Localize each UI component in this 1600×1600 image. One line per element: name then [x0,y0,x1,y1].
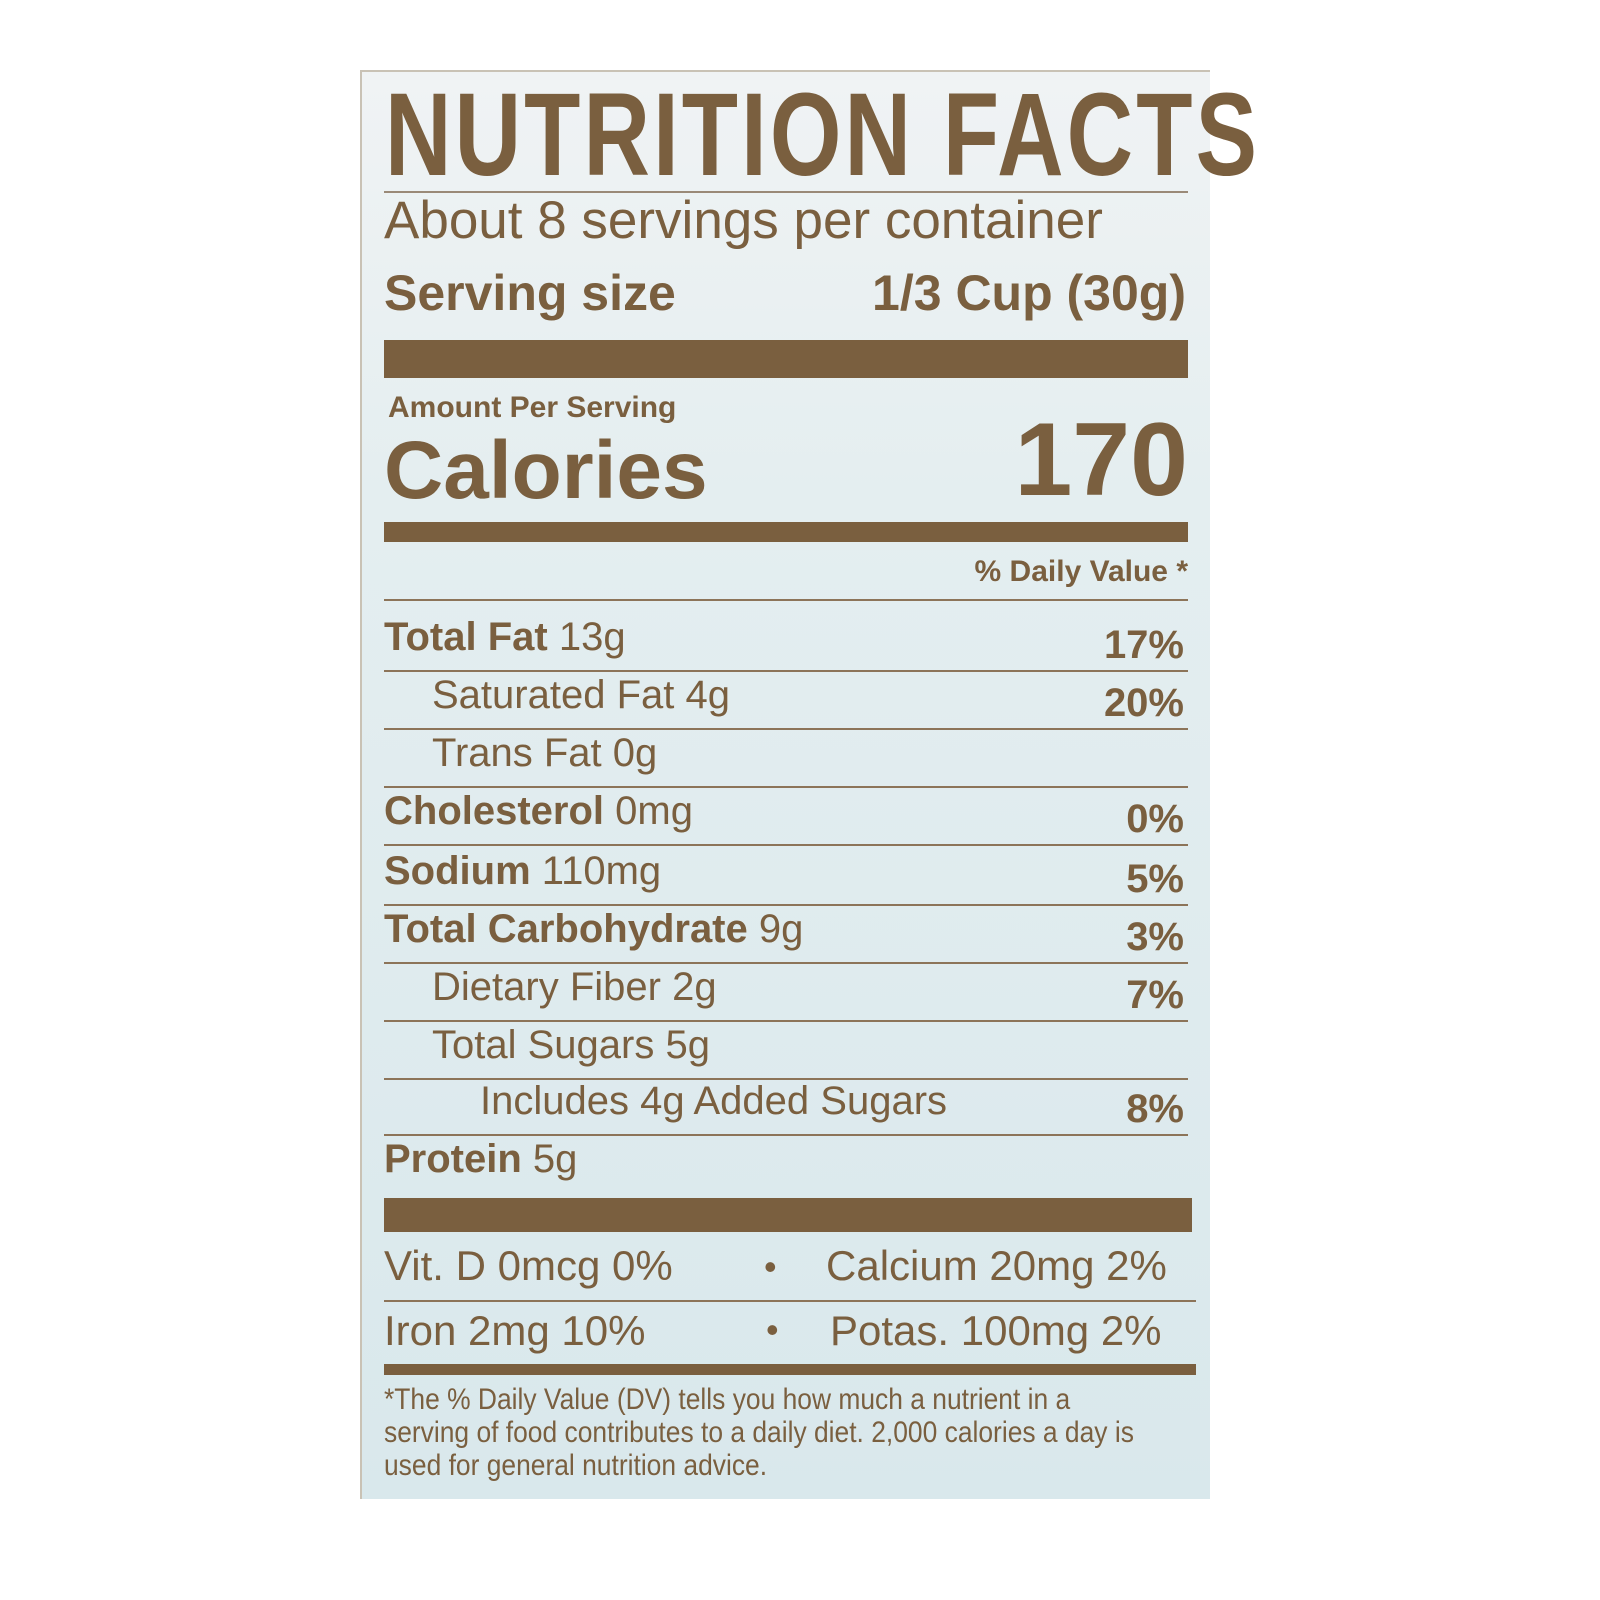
nutrient-name: Dietary Fiber [432,965,661,1009]
nutrient-row-total-carbohydrate: Total Carbohydrate 9g 3% [384,904,1188,964]
nutrient-name: Sodium [384,849,531,893]
footnote: *The % Daily Value (DV) tells you how mu… [384,1383,1134,1482]
nutrient-row-dietary-fiber: Dietary Fiber 2g 7% [384,962,1188,1022]
nutrient-dv: 7% [1126,973,1184,1017]
nutrient-name: Cholesterol [384,789,605,833]
nutrient-amount: 4g [685,673,731,717]
thick-divider [384,340,1188,378]
amount-per-serving: Amount Per Serving [388,391,677,424]
nutrient-amount: 9g [758,907,804,951]
divider [384,191,1188,193]
nutrient-amount: 2g [672,965,717,1009]
nutrient-name: Total Fat [384,615,548,659]
nutrient-amount: 110mg [541,849,662,893]
nutrient-amount: 5g [665,1023,710,1067]
nutrient-amount: 0g [612,731,658,775]
nutrient-dv: 17% [1103,623,1184,667]
medium-divider [384,1364,1196,1375]
nutrient-name: Total Sugars [432,1023,655,1067]
nutrient-row-sodium: Sodium 110mg 5% [384,846,1188,906]
separator-dot: • [766,1309,779,1350]
nutrient-row-total-sugars: Total Sugars 5g [384,1020,1188,1080]
calories-value: 170 [1014,402,1188,518]
nutrient-name: Saturated Fat [432,673,675,717]
nutrition-label-panel [360,70,1210,1499]
nutrient-amount: 0mg [615,789,693,833]
nutrient-amount: 5g [532,1137,578,1181]
nutrient-name: Includes 4g Added Sugars [480,1079,948,1123]
nutrient-row-added-sugars: Includes 4g Added Sugars 8% [384,1076,1188,1136]
nutrient-dv: 0% [1126,797,1184,841]
serving-size-value: 1/3 Cup (30g) [872,265,1186,321]
label-title: NUTRITION FACTS [385,69,1261,201]
separator-dot: • [764,1246,777,1287]
nutrient-row-total-fat: Total Fat 13g 17% [384,612,1188,672]
nutrient-row-protein: Protein 5g [384,1134,1188,1192]
nutrient-name: Total Carbohydrate [384,907,748,951]
nutrient-name: Protein [384,1137,522,1181]
serving-size-label: Serving size [384,265,676,321]
divider [384,1300,1196,1302]
nutrient-name: Trans Fat [432,731,602,775]
nutrient-row-cholesterol: Cholesterol 0mg 0% [384,786,1188,846]
nutrient-row-trans-fat: Trans Fat 0g [384,728,1188,788]
nutrient-amount: 13g [558,615,626,659]
nutrient-dv: 3% [1126,915,1184,959]
nutrient-dv: 5% [1126,857,1184,901]
calcium: Calcium 20mg 2% [826,1242,1167,1289]
iron: Iron 2mg 10% [384,1307,646,1354]
daily-value-header: % Daily Value * [974,555,1188,588]
vitamin-d: Vit. D 0mcg 0% [384,1242,673,1289]
potassium: Potas. 100mg 2% [830,1307,1162,1354]
nutrient-row-saturated-fat: Saturated Fat 4g 20% [384,670,1188,730]
calories-label: Calories [384,425,708,516]
servings-per-container: About 8 servings per container [384,191,1103,250]
nutrient-dv: 20% [1103,681,1184,725]
divider [384,599,1188,601]
thick-divider [384,1198,1192,1232]
nutrient-dv: 8% [1126,1087,1184,1131]
medium-divider [384,522,1188,542]
